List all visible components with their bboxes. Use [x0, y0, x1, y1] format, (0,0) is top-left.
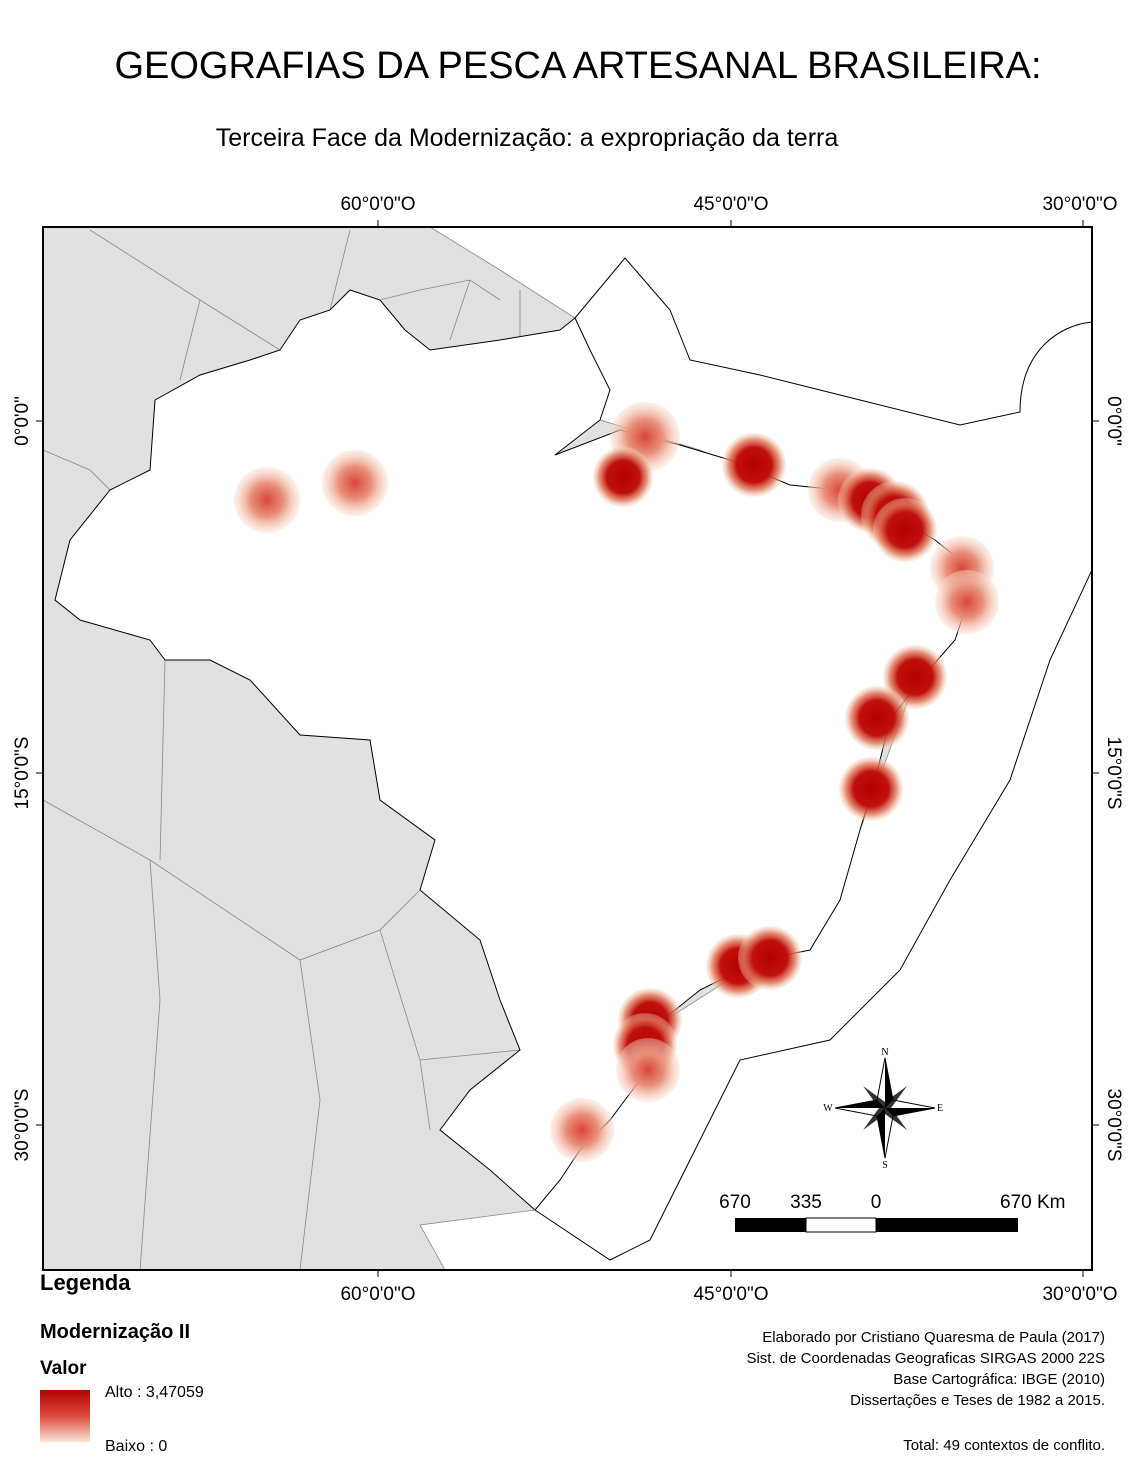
legend-title: Legenda — [40, 1270, 131, 1295]
graticule-label: 30°0'0"O — [1042, 1284, 1117, 1305]
compass-rose — [834, 1057, 936, 1159]
title: GEOGRAFIAS DA PESCA ARTESANAL BRASILEIRA… — [114, 45, 1041, 87]
graticule-label: 15°0'0"S — [1103, 737, 1124, 810]
credit-line: Base Cartográfica: IBGE (2010) — [893, 1371, 1105, 1388]
legend-low: Baixo : 0 — [105, 1438, 167, 1455]
graticule-ticks — [36, 220, 1099, 1277]
map-body: N S E W 670 335 0 670 Km — [43, 227, 1092, 1270]
scale-label: 0 — [871, 1192, 882, 1213]
legend-layer: Modernização II — [40, 1321, 190, 1343]
graticule-label: 60°0'0"O — [340, 1284, 415, 1305]
graticule-label: 60°0'0"O — [340, 194, 415, 215]
borders — [43, 229, 521, 1270]
legend-ramp — [40, 1390, 90, 1442]
credit-line: Dissertações e Teses de 1982 a 2015. — [850, 1392, 1105, 1409]
eez — [534, 257, 1092, 1261]
compass-w: W — [823, 1103, 833, 1114]
graticule-label: 0°0'0" — [12, 396, 33, 446]
compass-e: E — [937, 1103, 943, 1114]
scale-bar — [735, 1217, 1018, 1233]
legend-high: Alto : 3,47059 — [105, 1384, 204, 1401]
graticule-label: 45°0'0"O — [693, 194, 768, 215]
graticule-label: 45°0'0"O — [693, 1284, 768, 1305]
graticule-label: 30°0'0"S — [12, 1089, 33, 1162]
hotspots — [234, 402, 999, 1162]
compass-s: S — [882, 1160, 888, 1171]
graticule-label: 30°0'0"O — [1042, 194, 1117, 215]
credit-line: Sist. de Coordenadas Geograficas SIRGAS … — [746, 1350, 1105, 1367]
legend-field: Valor — [40, 1358, 87, 1379]
scale-label: 670 Km — [1000, 1192, 1065, 1213]
subtitle: Terceira Face da Modernização: a expropr… — [216, 124, 839, 152]
graticule-label: 0°0'0" — [1103, 396, 1124, 446]
scale-label: 670 — [719, 1192, 751, 1213]
graticule-label: 30°0'0"S — [1103, 1089, 1124, 1162]
credit-total: Total: 49 contextos de conflito. — [903, 1437, 1105, 1454]
map-frame — [42, 226, 1093, 1271]
scale-label: 335 — [790, 1192, 822, 1213]
compass-n: N — [881, 1047, 888, 1058]
credit-line: Elaborado por Cristiano Quaresma de Paul… — [762, 1329, 1105, 1346]
graticule-label: 15°0'0"S — [12, 737, 33, 810]
